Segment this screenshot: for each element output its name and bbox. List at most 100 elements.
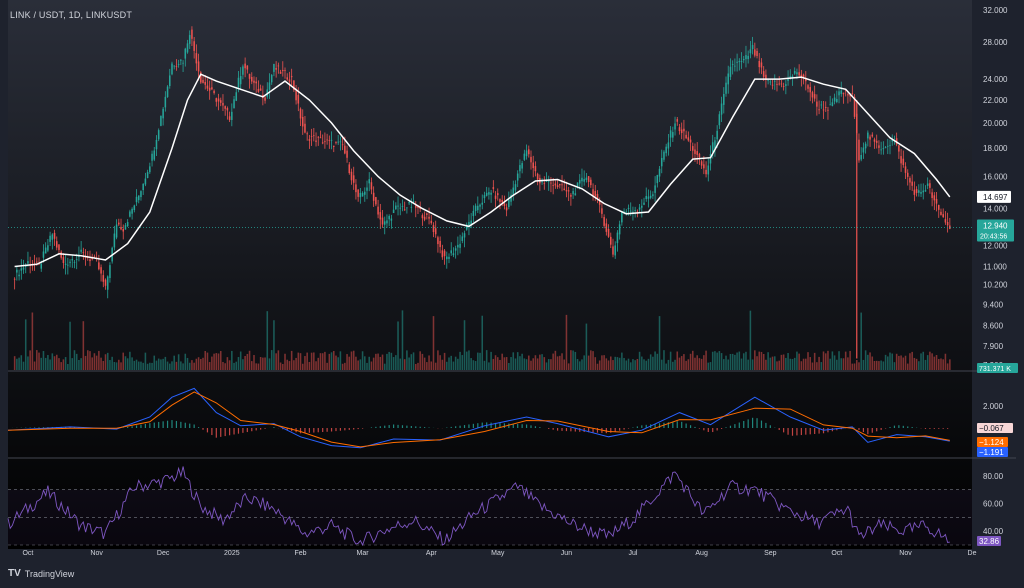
volume-bar — [304, 356, 306, 370]
volume-bar — [614, 357, 616, 370]
volume-bar — [821, 362, 823, 370]
volume-bar — [588, 356, 590, 370]
candle-body — [16, 270, 18, 273]
candle-body — [929, 183, 931, 188]
candle-body — [171, 64, 173, 75]
volume-bar — [650, 354, 652, 370]
macd-histogram-bar — [539, 427, 540, 428]
macd-histogram-bar — [149, 423, 150, 428]
macd-histogram-bar — [353, 428, 354, 429]
candle-body — [136, 197, 138, 202]
macd-histogram-bar — [331, 428, 332, 432]
volume-bar — [291, 351, 293, 370]
volume-bar — [450, 356, 452, 370]
candle-body — [588, 176, 590, 182]
volume-bar — [847, 357, 849, 370]
volume-bar — [167, 362, 169, 370]
candle-body — [548, 181, 550, 182]
volume-bar — [681, 356, 683, 370]
candle-body — [167, 87, 169, 97]
volume-bar — [105, 354, 107, 370]
candle-body — [240, 76, 242, 84]
macd-histogram-bar — [420, 427, 421, 428]
volume-bar — [931, 353, 933, 370]
candle-body — [448, 257, 450, 259]
candle-body — [608, 229, 610, 237]
volume-bar — [18, 358, 20, 370]
macd-histogram-bar — [225, 428, 226, 436]
candle-body — [898, 145, 900, 151]
volume-bar — [109, 360, 111, 370]
volume-bar — [193, 363, 195, 370]
macd-histogram-bar — [242, 428, 243, 433]
macd-histogram-bar — [779, 428, 780, 430]
volume-bar — [852, 364, 854, 370]
macd-histogram-bar — [322, 428, 323, 432]
candle-body — [843, 93, 845, 94]
volume-bar — [470, 358, 472, 370]
volume-bar — [371, 362, 373, 370]
volume-bar — [191, 360, 193, 370]
candle-body — [550, 183, 552, 184]
candle-body — [603, 217, 605, 226]
volume-bar — [63, 359, 65, 370]
volume-bar — [854, 363, 856, 370]
price-axis-tick-label: 9.400 — [983, 300, 1004, 309]
volume-bar — [887, 356, 889, 370]
candle-body — [701, 161, 703, 165]
candle-body — [355, 184, 357, 192]
candle-body — [532, 163, 534, 169]
x-axis-tick-label: Nov — [899, 550, 912, 557]
candle-body — [504, 203, 506, 206]
candle-body — [654, 185, 656, 192]
candle-body — [43, 252, 45, 258]
volume-bar — [377, 354, 379, 370]
volume-bar — [626, 360, 628, 370]
candle-body — [393, 210, 395, 213]
macd-histogram-bar — [247, 428, 248, 432]
volume-bar — [548, 359, 550, 370]
candle-body — [295, 90, 297, 100]
candle-body — [340, 141, 342, 142]
candle-body — [727, 74, 729, 85]
macd-histogram-bar — [717, 428, 718, 430]
candle-body — [823, 110, 825, 111]
candle-body — [889, 145, 891, 146]
candle-body — [741, 61, 743, 62]
volume-bar — [914, 358, 916, 370]
candle-body — [798, 72, 800, 75]
price-axis-tick-label: 14.000 — [983, 205, 1008, 214]
candle-body — [286, 77, 288, 79]
macd-histogram-bar — [229, 428, 230, 435]
candle-body — [71, 259, 73, 260]
macd-histogram-bar — [938, 428, 939, 429]
candle-body — [880, 149, 882, 150]
volume-bar — [891, 354, 893, 370]
candle-body — [47, 245, 49, 250]
macd-histogram-bar — [176, 421, 177, 428]
volume-bar — [581, 359, 583, 370]
candle-body — [918, 190, 920, 193]
volume-bar — [444, 353, 446, 370]
volume-bar — [763, 354, 765, 370]
macd-label: −1.191 — [979, 448, 1004, 457]
volume-bar — [863, 360, 865, 370]
tradingview-logo-icon: TV — [8, 568, 21, 579]
candle-body — [626, 212, 628, 213]
volume-bar — [142, 363, 144, 370]
volume-bar — [949, 359, 951, 370]
candle-body — [519, 165, 521, 171]
macd-histogram-label: −0.067 — [979, 424, 1004, 433]
macd-histogram-bar — [641, 425, 642, 428]
candle-body — [430, 221, 432, 223]
macd-histogram-bar — [451, 427, 452, 428]
volume-bar — [286, 360, 288, 370]
macd-histogram-bar — [659, 423, 660, 428]
volume-bar — [196, 359, 198, 370]
volume-bar — [213, 354, 215, 370]
volume-bar — [688, 359, 690, 370]
candle-body — [535, 166, 537, 171]
volume-bar — [623, 358, 625, 370]
